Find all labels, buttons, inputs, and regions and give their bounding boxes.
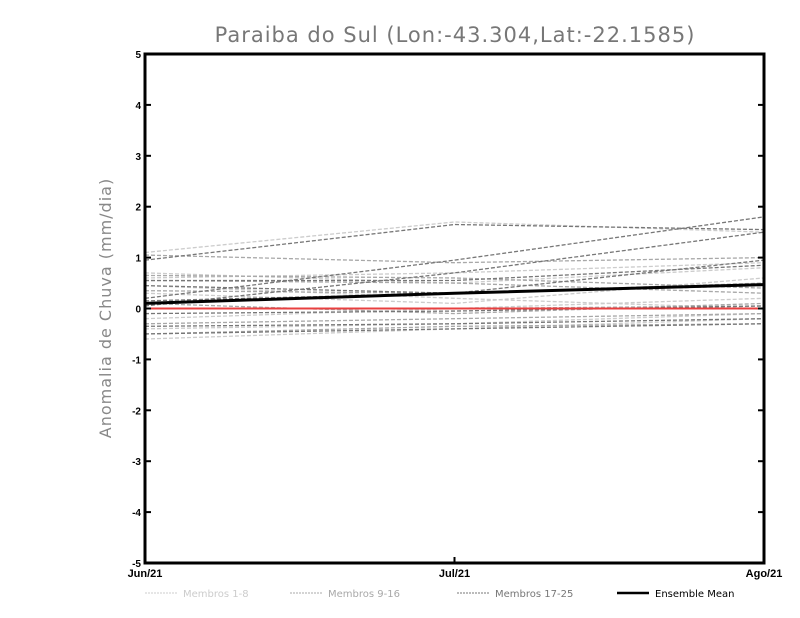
y-axis-label: Anomalia de Chuva (mm/dia) [96,178,115,438]
y-tick-label: 1 [135,254,141,265]
member-line-g2-4 [144,302,765,315]
y-tick-label: -2 [132,406,141,417]
member-line-g3-2 [144,216,765,299]
x-tick-label: Jun/21 [128,568,163,580]
ensemble-mean-line [144,283,765,305]
y-tick-label: -4 [132,508,141,519]
legend-label: Membros 1-8 [183,589,249,600]
legend-label: Ensemble Mean [655,589,734,600]
member-line-g3-8 [144,305,765,315]
member-line-g3-1 [144,223,765,261]
x-tick-label: Ago/21 [746,568,783,580]
y-tick-label: 5 [135,50,141,61]
member-line-g2-2 [144,279,765,294]
member-line-g2-8 [144,274,765,289]
member-line-g3-3 [144,231,765,307]
member-line-g1-8 [144,284,765,310]
member-line-g3-4 [145,264,765,282]
y-tick-label: 4 [135,101,141,112]
y-tick-label: 2 [135,203,141,214]
legend: Membros 1-8 Membros 9-16 Membros 17-25 Ense… [145,589,734,600]
y-tick-label: 3 [135,152,141,163]
y-ticks: -5 -4 -3 -2 -1 0 1 2 3 4 5 [132,50,764,570]
x-ticks: Jun/21 Jul/21 Ago/21 [128,557,783,580]
y-tick-label: -1 [132,355,141,366]
member-line-g2-6 [144,323,765,335]
member-line-g1-1 [144,221,765,254]
y-tick-label: -3 [132,457,141,468]
member-line-g3-7 [144,323,765,335]
legend-label: Membros 17-25 [495,589,573,600]
member-line-g3-6 [144,318,765,327]
legend-label: Membros 9-16 [328,589,400,600]
x-tick-label: Jul/21 [439,568,470,580]
member-line-g2-1 [144,254,765,264]
series-layer [144,216,765,340]
y-tick-label: 0 [135,305,141,316]
member-line-g2-5 [144,312,765,325]
chart-title: Paraiba do Sul (Lon:-43.304,Lat:-22.1585… [215,23,696,47]
y-tick-label: -5 [132,559,141,570]
